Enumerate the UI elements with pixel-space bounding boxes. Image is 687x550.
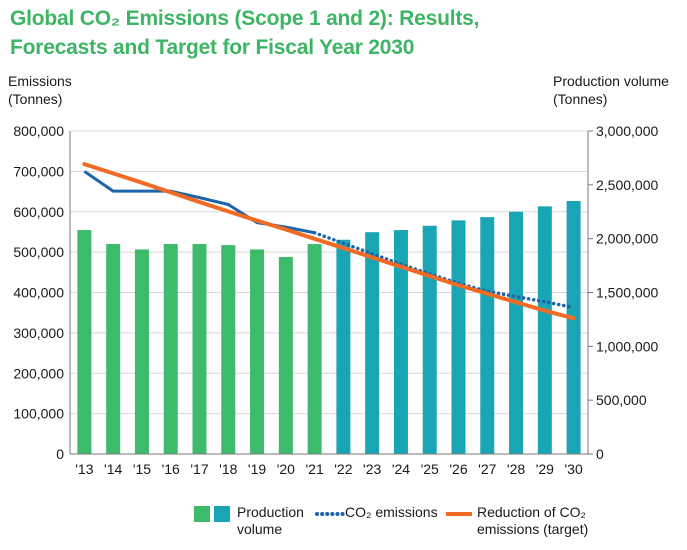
right-tick-label: 2,500,000	[596, 177, 658, 193]
left-axis-title-line1: Emissions	[8, 73, 72, 89]
x-tick-label: '22	[334, 461, 352, 477]
bar-production-21	[307, 244, 322, 454]
legend-label-production: Production volume	[237, 504, 304, 538]
left-tick-label: 300,000	[13, 325, 64, 341]
x-tick-label: '20	[277, 461, 295, 477]
bar-production-22	[336, 239, 351, 454]
right-axis-title-line2: (Tonnes)	[553, 91, 608, 107]
legend-label-target: Reduction of CO₂ emissions (target)	[477, 504, 588, 538]
bar-production-13	[77, 230, 92, 454]
left-tick-label: 600,000	[13, 204, 64, 220]
bar-production-28	[509, 211, 524, 454]
legend-swatch-production-forecast	[214, 506, 230, 522]
bar-production-30	[566, 200, 581, 454]
bar-production-19	[250, 249, 265, 454]
left-tick-label: 800,000	[13, 123, 64, 139]
legend-label-co2-emissions: CO₂ emissions	[345, 504, 438, 520]
left-tick-label: 500,000	[13, 244, 64, 260]
bar-production-25	[422, 225, 437, 454]
legend-label-production-line2: volume	[237, 521, 283, 537]
x-tick-label: '19	[248, 461, 266, 477]
line-co2-emissions-forecast	[312, 230, 576, 310]
left-tick-label: 400,000	[13, 285, 64, 301]
legend-label-production-line1: Production	[237, 504, 304, 520]
x-tick-label: '16	[162, 461, 180, 477]
x-tick-label: '26	[449, 461, 467, 477]
x-tick-label: '14	[104, 461, 122, 477]
bar-production-17	[192, 244, 207, 454]
chart-title-line1: Global CO₂ Emissions (Scope 1 and 2): Re…	[10, 7, 480, 30]
bar-production-18	[221, 245, 236, 454]
bar-production-26	[451, 220, 466, 454]
bar-production-27	[480, 217, 495, 454]
x-tick-label: '15	[133, 461, 151, 477]
bar-production-24	[393, 230, 408, 454]
bar-production-15	[134, 249, 149, 454]
right-tick-label: 1,000,000	[596, 338, 658, 354]
legend: Production volume CO₂ emissions Reductio…	[0, 500, 687, 550]
x-tick-label: '25	[421, 461, 439, 477]
chart-title: Global CO₂ Emissions (Scope 1 and 2): Re…	[10, 4, 680, 62]
bar-production-20	[278, 256, 293, 454]
legend-label-target-line2: emissions (target)	[477, 521, 589, 537]
x-tick-label: '21	[305, 461, 323, 477]
bar-production-29	[537, 206, 552, 454]
bar-production-14	[106, 244, 121, 454]
x-tick-label: '17	[190, 461, 208, 477]
line-target	[82, 162, 576, 321]
left-tick-label: 200,000	[13, 365, 64, 381]
left-tick-label: 0	[56, 446, 64, 462]
x-tick-label: '30	[564, 461, 582, 477]
left-tick-label: 700,000	[13, 163, 64, 179]
bar-production-23	[365, 232, 380, 454]
x-tick-label: '29	[536, 461, 554, 477]
x-tick-label: '28	[507, 461, 525, 477]
right-tick-label: 500,000	[596, 392, 647, 408]
right-tick-label: 1,500,000	[596, 285, 658, 301]
bar-production-16	[163, 244, 178, 454]
x-tick-label: '24	[392, 461, 410, 477]
x-tick-label: '13	[75, 461, 93, 477]
x-tick-label: '27	[478, 461, 496, 477]
legend-label-target-line1: Reduction of CO₂	[477, 504, 586, 520]
legend-swatch-production-results	[194, 506, 210, 522]
right-tick-label: 3,000,000	[596, 123, 658, 139]
x-tick-label: '23	[363, 461, 381, 477]
right-axis-title: Production volume (Tonnes)	[553, 72, 669, 108]
left-tick-label: 100,000	[13, 406, 64, 422]
chart-title-line2: Forecasts and Target for Fiscal Year 203…	[10, 36, 415, 59]
right-axis-title-line1: Production volume	[553, 73, 669, 89]
right-tick-label: 2,000,000	[596, 231, 658, 247]
chart-plot: 0 100,000 200,000 300,000 400,000 500,000 600,…	[13, 123, 658, 477]
right-tick-label: 0	[596, 446, 604, 462]
legend-swatch-co2-emissions	[315, 512, 345, 516]
left-axis-title-line2: (Tonnes)	[8, 91, 63, 107]
x-tick-label: '18	[219, 461, 237, 477]
left-axis-title: Emissions (Tonnes)	[8, 72, 72, 108]
legend-swatch-target	[446, 512, 472, 516]
